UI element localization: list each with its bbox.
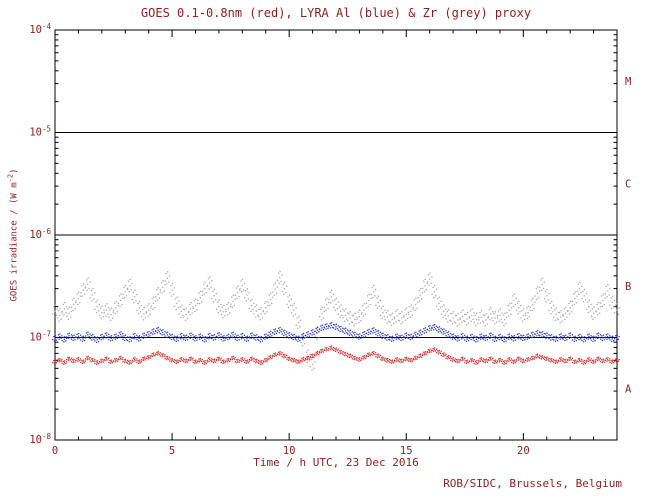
credit-text: ROB/SIDC, Brussels, Belgium [443,477,622,490]
flare-class-label-m: M [625,76,631,88]
svg-text:10-8: 10-8 [29,432,51,446]
y-axis-ticks [55,29,617,441]
svg-text:10-5: 10-5 [29,125,51,139]
svg-text:0: 0 [52,445,58,457]
flare-class-labels: M C B A [625,76,632,396]
x-axis-title: Time / h UTC, 23 Dec 2016 [253,456,419,469]
y-axis-tick-labels: 10-8 10-7 10-6 10-5 10-4 [29,22,51,446]
svg-text:15: 15 [400,445,413,457]
flare-class-label-c: C [625,178,631,190]
svg-text:10-7: 10-7 [29,330,51,344]
svg-text:20: 20 [517,445,530,457]
svg-text:5: 5 [169,445,175,457]
x-axis-tick-labels: 0 5 10 15 20 [52,445,530,457]
svg-text:10-6: 10-6 [29,227,51,241]
chart-title: GOES 0.1-0.8nm (red), LYRA Al (blue) & Z… [140,6,532,20]
flare-class-label-a: A [625,383,632,395]
flare-class-boundary-lines [55,132,617,338]
x-axis-ticks [54,30,618,440]
flare-class-label-b: B [625,281,631,293]
svg-text:10: 10 [283,445,296,457]
series-goes-0-1-0-8nm [51,345,620,365]
series-lyra-zr-proxy [51,270,620,371]
svg-text:10-4: 10-4 [29,22,51,36]
series-lyra-al-proxy [51,322,620,344]
